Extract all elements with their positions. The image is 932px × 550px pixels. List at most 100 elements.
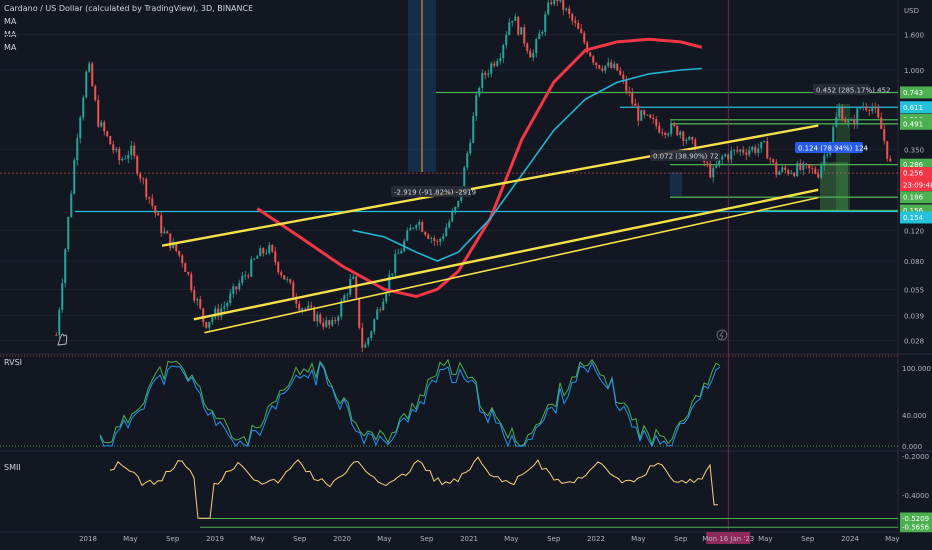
candle-body [376,309,379,320]
candle-body [478,87,481,96]
smii-tag-label: -0.5656 [902,524,930,532]
candle-body [139,173,142,179]
time-tick-label: Sep [420,535,434,543]
candle-body [298,303,301,311]
candle-body [772,159,775,163]
time-tick-label: May [250,535,264,543]
annotations: -2.919 (-91.82%) -2919 0.072 (38.90%) 72 0… [57,84,890,346]
candle-body [199,299,202,309]
candle-body [778,171,781,175]
candle-body [622,74,625,80]
candle-body [232,286,235,294]
candle-body [679,131,682,136]
candle-body [418,222,421,226]
time-tick-label: May [758,535,772,543]
candle-body [850,119,853,121]
candle-body [325,320,328,327]
price-tick-label: 0.120 [904,227,924,235]
candle-body [67,216,70,250]
candle-body [154,205,157,214]
candle-body [115,148,118,151]
price-tag-label: 0.156 [903,207,924,215]
candle-body [379,309,382,311]
candle-body [103,122,106,132]
candle-body [832,126,835,143]
candle-body [361,327,364,348]
candle-body [175,242,178,251]
candle-body [889,158,892,162]
candle-body [406,230,409,241]
candle-body [112,144,115,151]
time-tick-label: Sep [166,535,180,543]
candle-body [130,145,133,155]
candle-body [193,290,196,301]
candle-body [511,20,514,23]
price-tag [900,117,932,130]
candle-body [835,117,838,127]
candle-body [160,215,163,234]
time-tick-label: May [631,535,645,543]
candle-body [169,233,172,249]
candle-body [820,165,823,178]
candle-body [556,0,559,2]
candle-body [763,141,766,143]
candle-body [652,117,655,120]
candle-body [463,167,466,191]
candle-body [739,149,742,152]
candle-body [790,173,793,174]
candle-body [667,133,670,136]
tradingview-logo-icon [57,333,68,346]
candle-body [673,123,676,126]
candle-body [715,165,718,168]
time-tick-label: May [504,535,518,543]
candle-body [334,319,337,321]
candle-body [427,234,430,239]
candle-body [802,163,805,170]
candle-body [619,70,622,75]
candle-body [859,107,862,109]
candle-body [346,294,349,296]
ma-legend-3[interactable]: MA [4,43,17,52]
candle-body [448,221,451,228]
candle-body [748,150,751,155]
candle-body [817,173,820,178]
rvsi-tick-label: 100.000 [902,365,931,373]
candle-body [181,255,184,264]
candle-body [721,156,724,160]
candle-body [436,241,439,242]
candle-body [586,42,589,53]
candle-body [337,316,340,321]
candle-body [439,238,442,242]
candle-body [730,150,733,160]
measure-label-bg [391,186,471,197]
candle-body [676,125,679,136]
candle-body [151,198,154,206]
candle-body [391,273,394,275]
candle-body [787,170,790,174]
candle-body [184,263,187,273]
smii-line [109,456,718,519]
candle-body [400,250,403,254]
price-tag-label: 0.256 [903,170,924,178]
candle-body [481,72,484,88]
candle-body [736,150,739,152]
candle-body [637,105,640,121]
time-tick-label: 2022 [587,535,605,543]
candle-body [643,110,646,115]
time-tick-label: 2019 [206,535,224,543]
price-tag-label: 0.286 [903,161,924,169]
candle-body [541,31,544,34]
candle-body [649,114,652,118]
crosshair-date-label: Mon 16 Jan '23 [702,535,754,543]
ma-legend-1[interactable]: MA [4,17,17,26]
candle-body [871,106,874,112]
candle-body [865,106,868,110]
price-tick-label: 1.000 [904,67,924,75]
candle-body [64,249,67,284]
candle-body [76,138,79,161]
crosshair-date-tag [706,532,751,544]
candle-body [97,100,100,127]
candle-body [499,57,502,62]
candle-body [250,259,253,277]
